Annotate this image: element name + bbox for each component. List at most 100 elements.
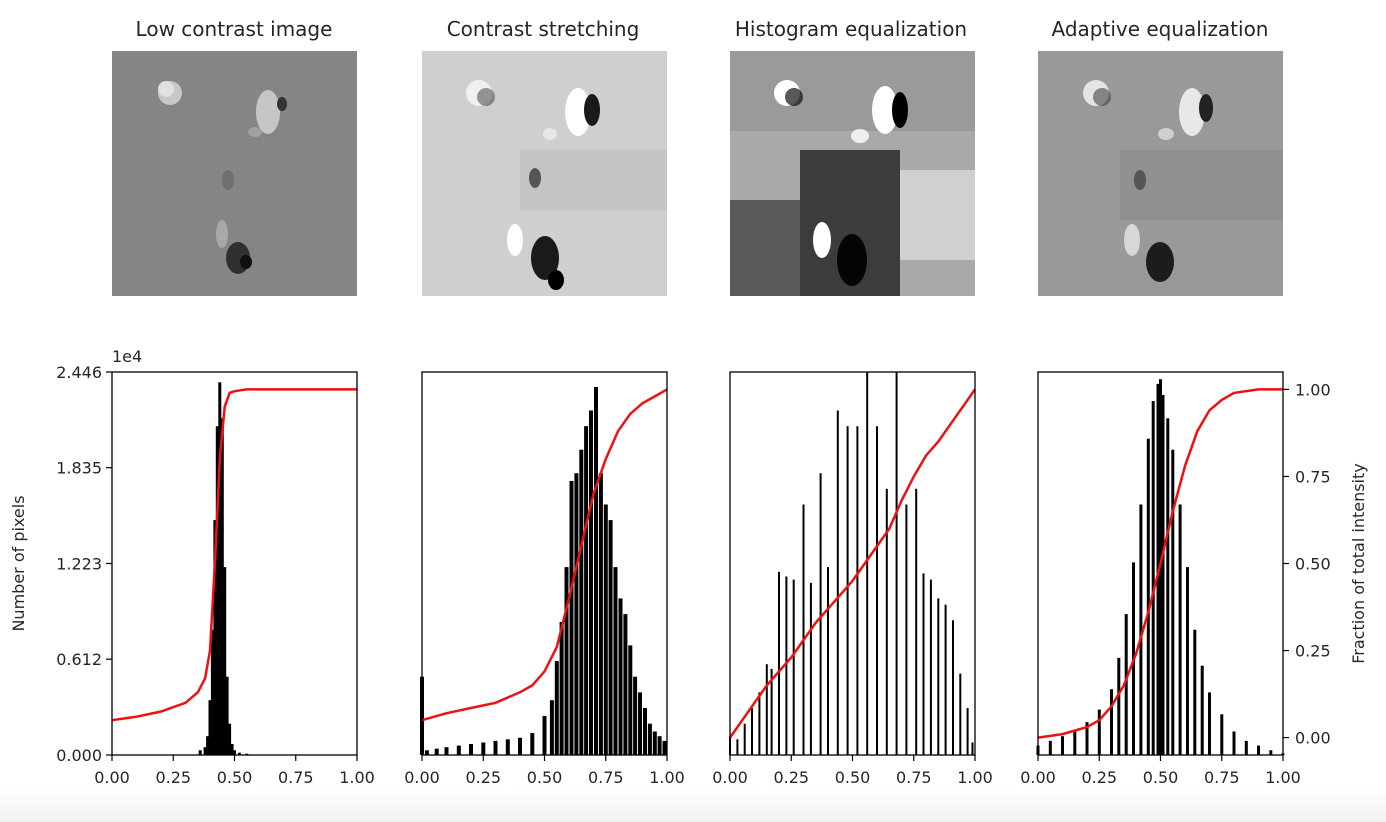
histogram-bar xyxy=(1178,504,1182,755)
histogram-bar xyxy=(802,504,805,755)
histogram-bar xyxy=(736,739,739,755)
histogram-bar xyxy=(237,752,241,755)
histogram-bar xyxy=(223,567,227,755)
x-tick-label: 0.75 xyxy=(896,768,932,787)
histogram-bar xyxy=(856,426,859,755)
histogram-bar xyxy=(623,614,628,755)
histogram-bar xyxy=(1269,750,1273,755)
y-tick-label: 0.612 xyxy=(56,650,102,669)
histogram-bar xyxy=(1146,438,1150,755)
histogram-bar xyxy=(228,723,232,755)
histogram-bar xyxy=(542,715,547,755)
histogram-bar xyxy=(424,750,429,755)
histogram-bar xyxy=(819,473,822,755)
panel-title-histogram-equalization: Histogram equalization xyxy=(735,17,967,41)
histogram-bar xyxy=(598,473,603,755)
histogram-bar xyxy=(594,387,598,755)
histogram-bar xyxy=(469,744,473,755)
histogram-bar xyxy=(1117,657,1121,755)
histogram-bar xyxy=(652,731,657,755)
histogram-bar xyxy=(1085,722,1089,755)
cdf-line xyxy=(728,388,977,739)
histogram-bar xyxy=(846,426,849,755)
histogram-bar xyxy=(915,488,918,755)
cdf-line xyxy=(111,388,357,722)
histogram-bar xyxy=(245,753,249,755)
x-tick-label: 1.00 xyxy=(649,768,685,787)
y2-tick-label: 0.50 xyxy=(1295,555,1331,574)
histogram-bar xyxy=(792,579,795,755)
histogram-bar xyxy=(657,736,662,755)
histogram-bar xyxy=(836,410,839,755)
histogram-bar xyxy=(574,473,579,755)
y-offset-text: 1e4 xyxy=(112,347,142,366)
y-tick-label: 1.835 xyxy=(56,459,102,478)
histogram-bar xyxy=(1232,731,1236,755)
cdf-line xyxy=(1037,388,1283,739)
histogram-bar xyxy=(213,520,217,755)
histogram-bar xyxy=(1124,614,1128,755)
x-tick-label: 0.50 xyxy=(835,768,871,787)
histogram-bar xyxy=(584,426,589,755)
histogram-bar xyxy=(198,750,202,755)
histogram-bar xyxy=(638,692,642,755)
histogram-plots: 0.000.250.500.751.00Pixel intensity0.000… xyxy=(9,347,1368,815)
histogram-bar xyxy=(952,620,954,755)
plot-panel-2: 0.000.250.500.751.00Pixel intensity xyxy=(404,371,685,815)
histogram-bar xyxy=(233,750,236,755)
histogram-bar xyxy=(866,372,869,755)
histogram-bar xyxy=(785,576,788,755)
histogram-bar xyxy=(905,504,908,755)
x-tick-label: 0.75 xyxy=(1204,768,1240,787)
x-tick-label: 0.25 xyxy=(773,768,809,787)
panel-title-adaptive-equalization: Adaptive equalization xyxy=(1052,17,1269,41)
panel-title-low-contrast: Low contrast image xyxy=(136,17,333,41)
x-tick-label: 0.00 xyxy=(404,768,440,787)
x-tick-label: 1.00 xyxy=(339,768,375,787)
x-tick-label: 1.00 xyxy=(1265,768,1301,787)
y-tick-label: 0.000 xyxy=(56,746,102,765)
histogram-bar xyxy=(966,708,969,755)
histogram-bar xyxy=(203,747,207,755)
histogram-bar xyxy=(937,598,940,755)
x-tick-label: 0.50 xyxy=(527,768,563,787)
histogram-bar xyxy=(758,692,761,755)
histogram-bar xyxy=(210,629,214,755)
plot-panel-3: 0.000.250.500.751.00Pixel intensity xyxy=(712,371,993,815)
histogram-bar xyxy=(922,573,925,755)
histogram-bar xyxy=(1139,504,1143,755)
x-tick-label: 0.25 xyxy=(465,768,501,787)
histogram-bar xyxy=(944,604,947,755)
x-tick-label: 0.75 xyxy=(278,768,314,787)
histogram-bar xyxy=(1220,714,1224,755)
histogram-bar xyxy=(564,567,569,755)
x-tick-label: 0.25 xyxy=(1081,768,1117,787)
histogram-bar xyxy=(809,582,812,755)
plot-panel-1: 0.000.250.500.751.00Pixel intensity0.000… xyxy=(9,347,375,815)
y2-tick-label: 0.25 xyxy=(1295,642,1331,661)
x-tick-label: 0.00 xyxy=(1020,768,1056,787)
histogram-bar xyxy=(613,567,618,755)
histogram-bar xyxy=(643,708,647,755)
histogram-bar xyxy=(876,426,878,755)
histogram-bar xyxy=(743,723,746,755)
histogram-bar xyxy=(885,488,888,755)
histogram-bar xyxy=(827,567,829,755)
histogram-bar xyxy=(662,740,667,755)
histogram-bar xyxy=(518,737,522,755)
plot-panel-4: 0.000.250.500.751.00Pixel intensity0.000… xyxy=(1020,371,1368,815)
histogram-bar xyxy=(493,740,498,755)
image-contrast-stretching xyxy=(422,51,667,296)
x-tick-label: 0.00 xyxy=(712,768,748,787)
histogram-bar xyxy=(218,382,222,755)
histogram-bar xyxy=(1161,394,1165,755)
histogram-bar xyxy=(530,733,535,755)
x-tick-label: 1.00 xyxy=(957,768,993,787)
histogram-bar xyxy=(434,748,439,755)
histogram-bar xyxy=(1166,418,1170,755)
panel-title-contrast-stretching: Contrast stretching xyxy=(447,17,640,41)
histogram-bar xyxy=(1208,692,1211,755)
histogram-bar xyxy=(1257,745,1260,755)
y2-tick-label: 1.00 xyxy=(1295,380,1331,399)
